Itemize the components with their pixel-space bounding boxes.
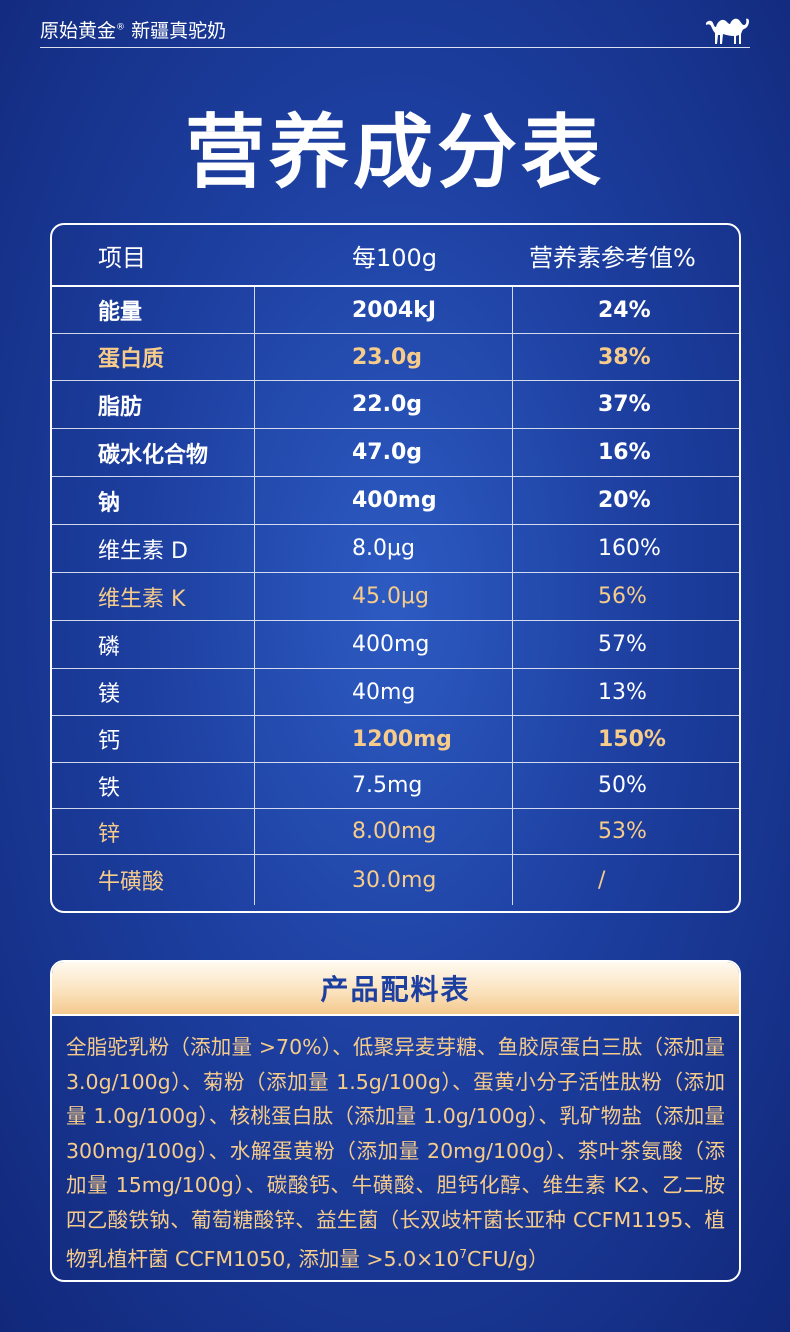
table-row: 碳水化合物 47.0g 16% (52, 429, 739, 477)
row-value: 400mg (255, 621, 513, 668)
camel-icon (706, 18, 749, 44)
row-item: 镁 (52, 669, 255, 715)
row-value: 8.0μg (255, 525, 513, 572)
ingredients-panel: 产品配料表 全脂驼乳粉（添加量 >70%）、低聚异麦芽糖、鱼胶原蛋白三肽（添加量… (50, 960, 741, 1282)
row-value: 40mg (255, 669, 513, 715)
ingredients-title: 产品配料表 (52, 962, 739, 1016)
row-item: 维生素 D (52, 525, 255, 572)
header-item: 项目 (98, 243, 146, 272)
row-value: 47.0g (255, 429, 513, 476)
table-row: 钠 400mg 20% (52, 477, 739, 525)
row-nrv: 37% (598, 392, 651, 417)
row-item: 碳水化合物 (52, 429, 255, 476)
row-nrv: 24% (598, 297, 651, 323)
row-value: 7.5mg (255, 763, 513, 808)
row-item: 铁 (52, 763, 255, 808)
registered-mark: ® (116, 22, 126, 33)
top-bar: 原始黄金® 新疆真驼奶 (40, 10, 750, 48)
page-title: 营养成分表 (185, 106, 605, 199)
row-nrv: 56% (598, 584, 647, 609)
header-per-100g: 每100g (352, 243, 438, 272)
table-row: 牛磺酸 30.0mg / (52, 855, 739, 905)
row-item: 锌 (52, 809, 255, 854)
row-value: 1200mg (255, 716, 513, 762)
row-value: 22.0g (255, 381, 513, 428)
row-item: 钙 (52, 716, 255, 762)
row-item: 维生素 K (52, 573, 255, 620)
table-row: 铁 7.5mg 50% (52, 763, 739, 809)
brand-name: 原始黄金 (40, 20, 117, 42)
row-item: 磷 (52, 621, 255, 668)
row-nrv: 57% (598, 632, 647, 657)
header-nrv: 营养素参考值% (529, 243, 696, 272)
table-row: 蛋白质 23.0g 38% (52, 334, 739, 381)
ingredients-tail: CFU/g） (467, 1246, 549, 1271)
row-value: 2004kJ (255, 287, 513, 333)
row-value: 23.0g (255, 334, 513, 380)
table-row: 能量 2004kJ 24% (52, 287, 739, 334)
row-nrv: 13% (598, 679, 647, 705)
row-value: 30.0mg (255, 855, 513, 905)
row-item: 脂肪 (52, 381, 255, 428)
table-row: 磷 400mg 57% (52, 621, 739, 669)
row-value: 400mg (255, 477, 513, 524)
table-row: 镁 40mg 13% (52, 669, 739, 716)
table-row: 钙 1200mg 150% (52, 716, 739, 763)
exponent: 7 (459, 1247, 468, 1261)
row-item: 蛋白质 (52, 334, 255, 380)
row-item: 能量 (52, 287, 255, 333)
row-nrv: / (598, 867, 606, 893)
row-value: 8.00mg (255, 809, 513, 854)
row-nrv: 20% (598, 488, 651, 513)
nutrition-table: 项目 每100g 营养素参考值% 能量 2004kJ 24% 蛋白质 23.0g 38% 脂… (50, 223, 741, 913)
row-nrv: 150% (598, 726, 666, 752)
table-row: 锌 8.00mg 53% (52, 809, 739, 855)
table-body: 能量 2004kJ 24% 蛋白质 23.0g 38% 脂肪 22.0g 37% 碳水化合物 47.… (52, 287, 739, 905)
row-nrv: 160% (598, 536, 661, 561)
row-nrv: 16% (598, 440, 651, 465)
table-header: 项目 每100g 营养素参考值% (52, 225, 739, 287)
ingredients-text: 全脂驼乳粉（添加量 >70%）、低聚异麦芽糖、鱼胶原蛋白三肽（添加量 3.0g/… (52, 1016, 739, 1276)
table-row: 维生素 K 45.0μg 56% (52, 573, 739, 621)
brand-text: 原始黄金® 新疆真驼奶 (40, 16, 226, 43)
product-name: 新疆真驼奶 (131, 20, 227, 42)
row-item: 钠 (52, 477, 255, 524)
table-row: 维生素 D 8.0μg 160% (52, 525, 739, 573)
row-nrv: 50% (598, 773, 647, 798)
table-row: 脂肪 22.0g 37% (52, 381, 739, 429)
row-value: 45.0μg (255, 573, 513, 620)
row-nrv: 53% (598, 819, 647, 844)
row-item: 牛磺酸 (52, 855, 255, 905)
ingredients-body: 全脂驼乳粉（添加量 >70%）、低聚异麦芽糖、鱼胶原蛋白三肽（添加量 3.0g/… (66, 1035, 725, 1271)
row-nrv: 38% (598, 344, 651, 370)
